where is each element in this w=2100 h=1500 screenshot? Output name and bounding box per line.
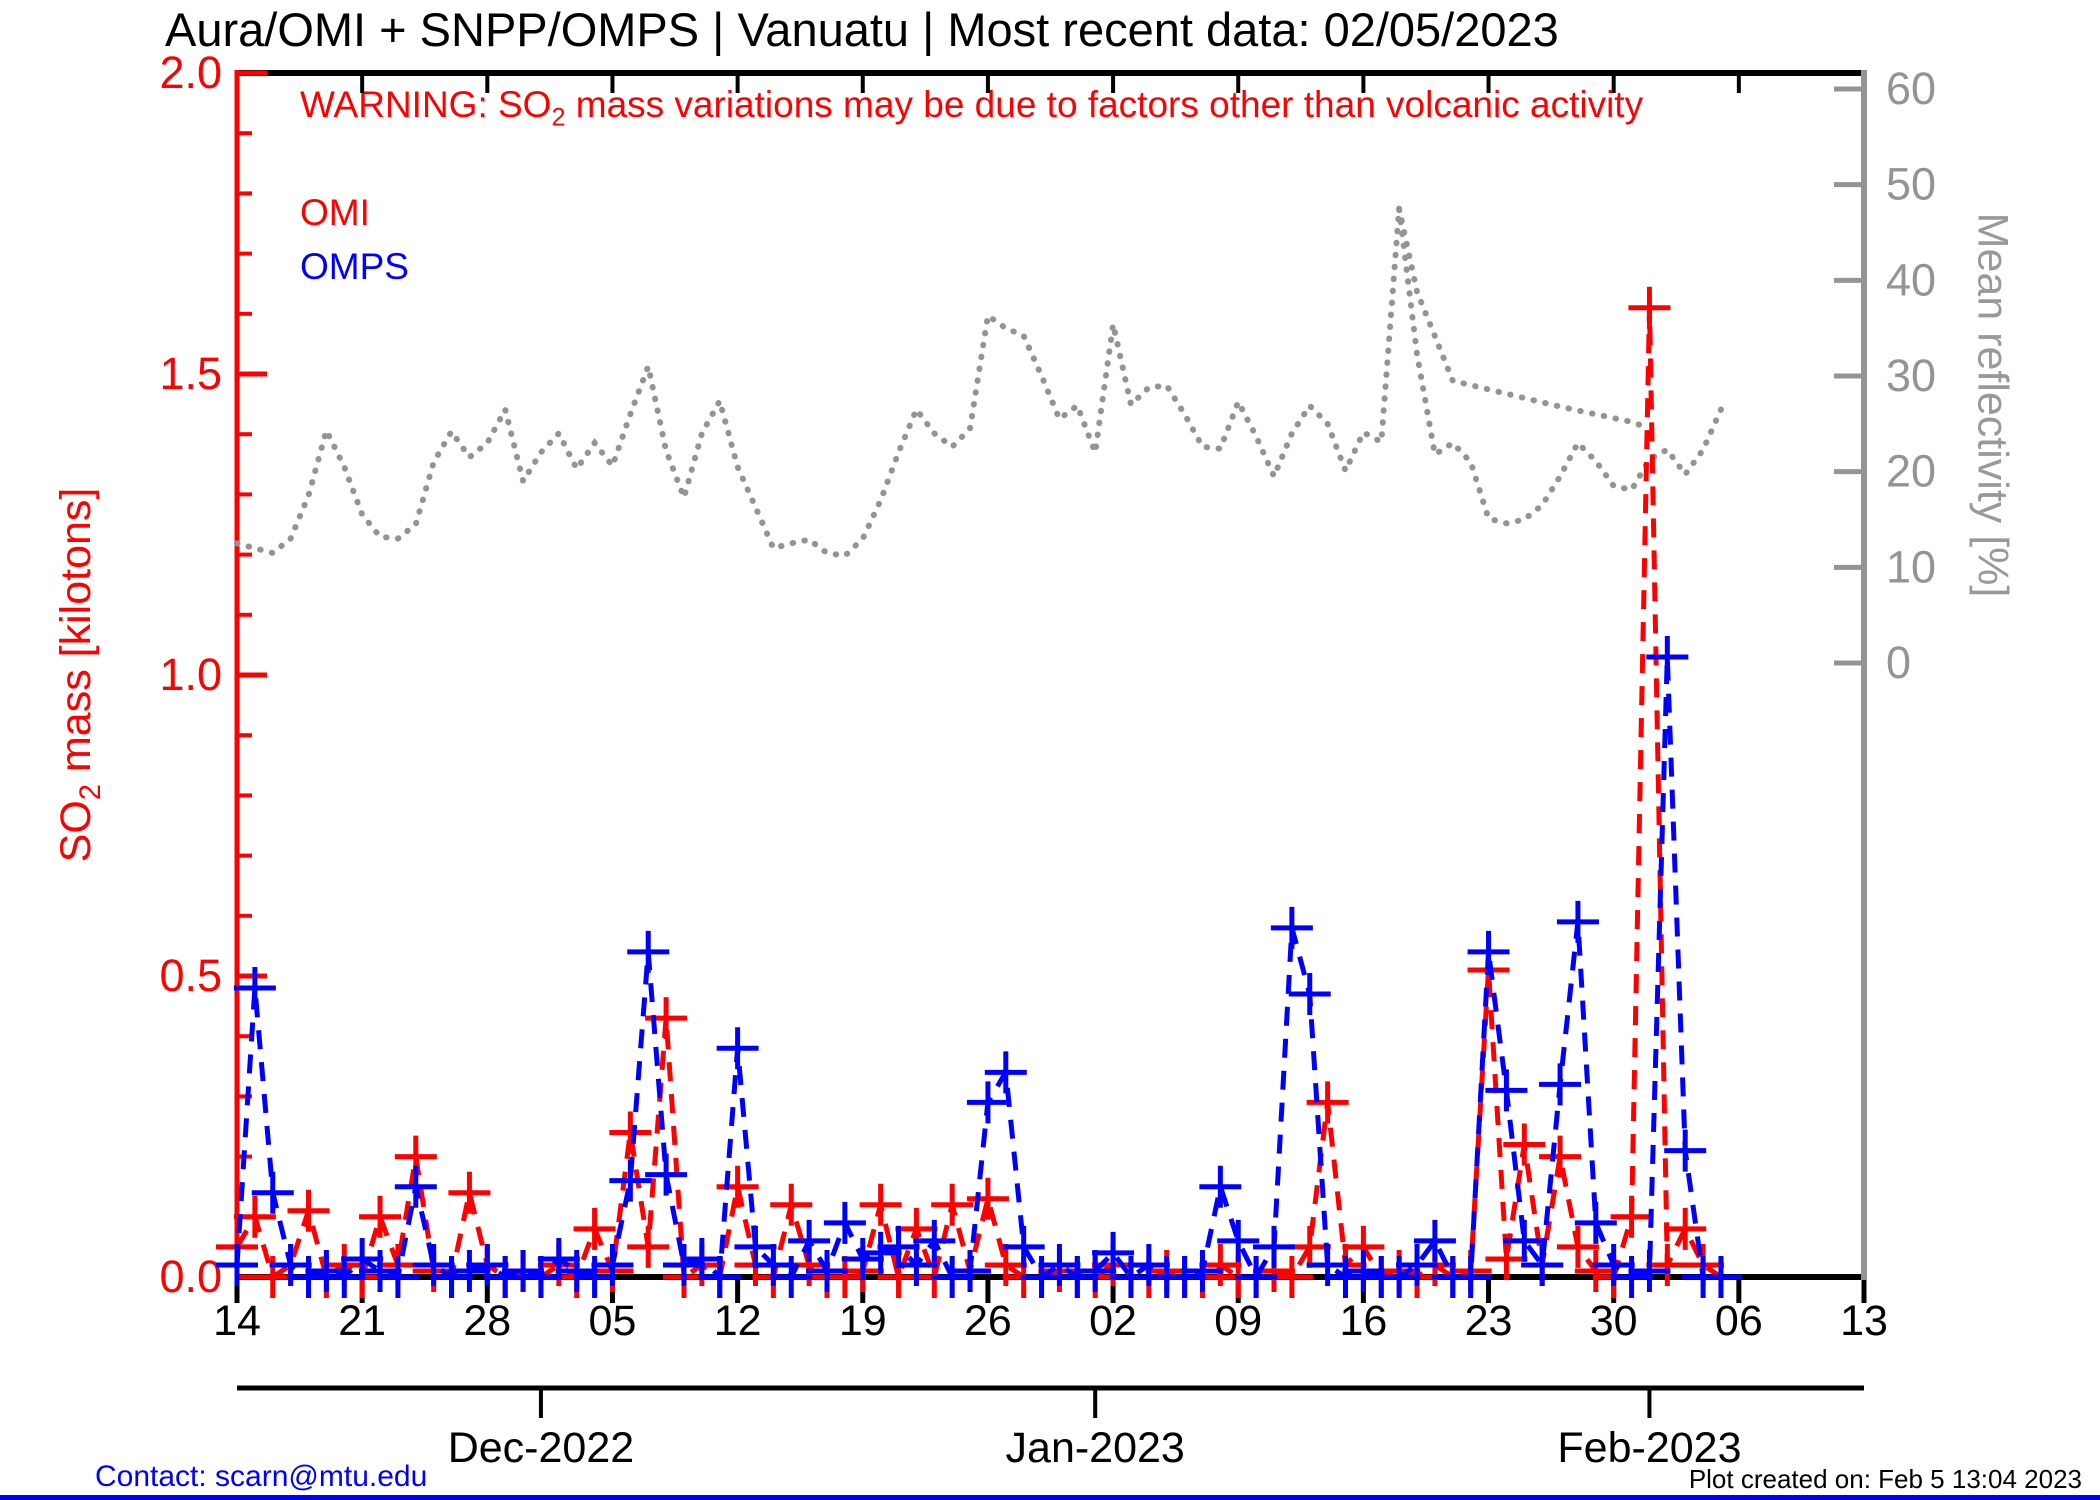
svg-text:30: 30 xyxy=(1886,350,1936,401)
svg-text:28: 28 xyxy=(463,1297,511,1345)
svg-text:19: 19 xyxy=(839,1297,887,1345)
svg-text:40: 40 xyxy=(1886,254,1936,305)
svg-text:Feb-2023: Feb-2023 xyxy=(1557,1424,1741,1472)
svg-text:13: 13 xyxy=(1840,1297,1888,1345)
svg-text:05: 05 xyxy=(589,1297,637,1345)
svg-text:0: 0 xyxy=(1886,637,1911,688)
contact-link[interactable]: Contact: scarn@mtu.edu xyxy=(95,1460,428,1493)
svg-text:06: 06 xyxy=(1715,1297,1763,1345)
svg-text:0.5: 0.5 xyxy=(159,950,222,1001)
omps-series xyxy=(216,635,1742,1298)
svg-text:Dec-2022: Dec-2022 xyxy=(448,1424,634,1472)
left-axis: 0.0 0.5 1.0 1.5 2.0 xyxy=(159,47,267,1302)
svg-text:23: 23 xyxy=(1465,1297,1513,1345)
svg-text:60: 60 xyxy=(1886,63,1936,114)
legend-item-omi: OMI xyxy=(300,192,370,233)
warning-text-suffix: mass variations may be due to factors ot… xyxy=(565,84,1644,125)
svg-text:12: 12 xyxy=(714,1297,762,1345)
month-axis: Dec-2022 Jan-2023 Feb-2023 xyxy=(237,1385,1864,1472)
svg-text:Jan-2023: Jan-2023 xyxy=(1006,1424,1185,1472)
svg-text:09: 09 xyxy=(1214,1297,1262,1345)
chart-title: Aura/OMI + SNPP/OMPS | Vanuatu | Most re… xyxy=(165,3,1559,56)
svg-text:26: 26 xyxy=(964,1297,1012,1345)
reflectivity-series xyxy=(234,208,1724,559)
svg-text:30: 30 xyxy=(1590,1297,1638,1345)
x-axis: 14 21 28 05 12 19 26 02 09 16 23 30 06 13 xyxy=(213,70,1888,1345)
svg-text:50: 50 xyxy=(1886,159,1936,210)
svg-text:02: 02 xyxy=(1089,1297,1137,1345)
bottom-blue-strip xyxy=(0,1495,2100,1500)
svg-text:20: 20 xyxy=(1886,446,1936,497)
omi-series xyxy=(216,286,1742,1298)
svg-text:16: 16 xyxy=(1339,1297,1387,1345)
warning-text: WARNING: SO2 mass variations may be due … xyxy=(300,84,1643,132)
svg-text:1.0: 1.0 xyxy=(159,649,222,700)
legend-item-omps: OMPS xyxy=(300,246,409,287)
svg-text:14: 14 xyxy=(213,1297,261,1345)
svg-text:0.0: 0.0 xyxy=(159,1251,222,1302)
svg-text:2.0: 2.0 xyxy=(159,47,222,98)
warning-text-prefix: WARNING: SO xyxy=(300,84,552,125)
svg-text:10: 10 xyxy=(1886,541,1936,592)
right-axis: 0 10 20 30 40 50 60 xyxy=(1834,63,1936,1280)
plot-created-label: Plot created on: Feb 5 13:04 2023 xyxy=(1688,1464,2082,1494)
reflectivity-branch-series xyxy=(1396,205,1653,432)
svg-text:1.5: 1.5 xyxy=(159,348,222,399)
svg-text:21: 21 xyxy=(338,1297,386,1345)
warning-text-subscript: 2 xyxy=(551,103,566,132)
